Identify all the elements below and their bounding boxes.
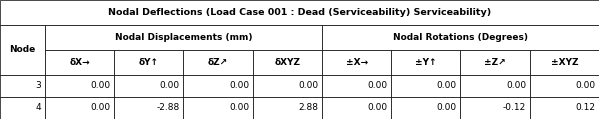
Bar: [45, 97, 114, 119]
Bar: [253, 75, 322, 97]
Bar: [530, 50, 599, 75]
Bar: [0, 0, 599, 25]
Text: 0.00: 0.00: [90, 104, 111, 112]
Bar: [45, 25, 322, 50]
Bar: [391, 75, 461, 97]
Bar: [322, 75, 391, 97]
Bar: [114, 50, 183, 75]
Bar: [391, 50, 461, 75]
Bar: [183, 75, 253, 97]
Bar: [391, 97, 461, 119]
Text: ±Z↗: ±Z↗: [485, 58, 506, 67]
Text: -2.88: -2.88: [156, 104, 180, 112]
Bar: [461, 50, 530, 75]
Text: 0.00: 0.00: [229, 82, 249, 90]
Bar: [461, 75, 530, 97]
Bar: [0, 97, 45, 119]
Bar: [322, 25, 599, 50]
Bar: [0, 25, 45, 75]
Bar: [322, 97, 391, 119]
Bar: [0, 75, 45, 97]
Bar: [530, 97, 599, 119]
Text: 0.12: 0.12: [576, 104, 595, 112]
Bar: [461, 97, 530, 119]
Text: -0.12: -0.12: [503, 104, 526, 112]
Text: δXYZ: δXYZ: [274, 58, 300, 67]
Bar: [183, 97, 253, 119]
Text: 0.00: 0.00: [229, 104, 249, 112]
Bar: [183, 50, 253, 75]
Bar: [45, 50, 114, 75]
Text: Nodal Rotations (Degrees): Nodal Rotations (Degrees): [393, 33, 528, 42]
Text: 0.00: 0.00: [437, 104, 457, 112]
Text: Nodal Deflections (Load Case 001 : Dead (Serviceability) Serviceability): Nodal Deflections (Load Case 001 : Dead …: [108, 8, 491, 17]
Text: Node: Node: [10, 45, 35, 55]
Text: Nodal Displacements (mm): Nodal Displacements (mm): [114, 33, 252, 42]
Text: 0.00: 0.00: [160, 82, 180, 90]
Bar: [45, 75, 114, 97]
Text: 0.00: 0.00: [90, 82, 111, 90]
Text: 2.88: 2.88: [298, 104, 319, 112]
Bar: [114, 97, 183, 119]
Text: ±XYZ: ±XYZ: [550, 58, 578, 67]
Bar: [253, 97, 322, 119]
Text: 0.00: 0.00: [506, 82, 526, 90]
Text: 0.00: 0.00: [437, 82, 457, 90]
Bar: [114, 75, 183, 97]
Text: 3: 3: [35, 82, 41, 90]
Text: δX→: δX→: [69, 58, 90, 67]
Text: 0.00: 0.00: [368, 82, 388, 90]
Bar: [322, 50, 391, 75]
Text: δZ↗: δZ↗: [208, 58, 228, 67]
Text: ±Y↑: ±Y↑: [415, 58, 437, 67]
Text: 0.00: 0.00: [368, 104, 388, 112]
Text: 4: 4: [36, 104, 41, 112]
Text: 0.00: 0.00: [575, 82, 595, 90]
Bar: [253, 50, 322, 75]
Text: ±X→: ±X→: [346, 58, 368, 67]
Text: δY↑: δY↑: [139, 58, 159, 67]
Text: 0.00: 0.00: [298, 82, 319, 90]
Bar: [530, 75, 599, 97]
